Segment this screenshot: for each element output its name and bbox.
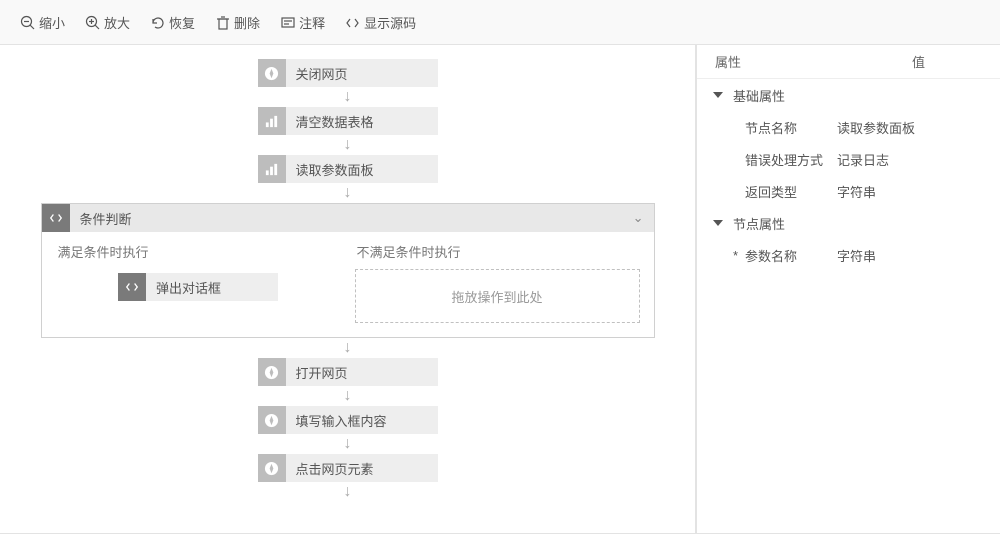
prop-key: 节点名称 [745,118,837,137]
condition-block[interactable]: 条件判断 ⌄ 满足条件时执行 弹出对话框 不满足条件 [41,203,655,338]
group-node[interactable]: 节点属性 [697,207,1000,239]
triangle-down-icon [713,220,723,226]
arrow-down-icon: ↓ [344,386,352,406]
condition-true-label: 满足条件时执行 [56,240,341,269]
condition-header[interactable]: 条件判断 ⌄ [42,204,654,232]
compass-icon [258,454,286,482]
triangle-down-icon [713,92,723,98]
restore-button[interactable]: 恢复 [150,13,195,32]
node-label: 打开网页 [286,363,362,382]
trash-icon [215,15,230,30]
node-read-params[interactable]: 读取参数面板 [258,155,438,183]
prop-key: 参数名称 [745,246,837,265]
properties-header: 属性 值 [697,45,1000,79]
delete-label: 删除 [234,13,260,32]
node-fill-input[interactable]: 填写输入框内容 [258,406,438,434]
prop-value: 字符串 [837,182,1000,201]
flow: 关闭网页 ↓ 清空数据表格 ↓ 读取参数面板 ↓ 条件判断 ⌄ [41,59,655,502]
zoom-in-icon [85,15,100,30]
main: 关闭网页 ↓ 清空数据表格 ↓ 读取参数面板 ↓ 条件判断 ⌄ [0,44,1000,534]
condition-false-column: 不满足条件时执行 拖放操作到此处 [355,240,640,323]
chevron-down-icon[interactable]: ⌄ [633,210,644,226]
condition-body: 满足条件时执行 弹出对话框 不满足条件时执行 拖放操作到此处 [42,232,654,337]
node-close-page[interactable]: 关闭网页 [258,59,438,87]
show-source-button[interactable]: 显示源码 [345,13,416,32]
condition-true-column: 满足条件时执行 弹出对话框 [56,240,341,323]
arrow-down-icon: ↓ [344,434,352,454]
undo-icon [150,15,165,30]
delete-button[interactable]: 删除 [215,13,260,32]
group-basic-label: 基础属性 [733,86,785,105]
zoom-out-button[interactable]: 缩小 [20,13,65,32]
code-icon [345,15,360,30]
zoom-in-button[interactable]: 放大 [85,13,130,32]
canvas[interactable]: 关闭网页 ↓ 清空数据表格 ↓ 读取参数面板 ↓ 条件判断 ⌄ [0,44,696,534]
comment-button[interactable]: 注释 [280,13,325,32]
dropzone[interactable]: 拖放操作到此处 [355,269,640,323]
compass-icon [258,358,286,386]
properties-panel: 属性 值 基础属性 节点名称 读取参数面板 错误处理方式 记录日志 返回类型 字… [696,44,1000,534]
prop-value: 字符串 [837,246,1000,265]
node-label: 填写输入框内容 [286,411,401,430]
node-open-page[interactable]: 打开网页 [258,358,438,386]
prop-value: 读取参数面板 [837,118,1000,137]
arrow-down-icon: ↓ [344,135,352,155]
node-click-element[interactable]: 点击网页元素 [258,454,438,482]
zoom-out-label: 缩小 [39,13,65,32]
chart-icon [258,107,286,135]
restore-label: 恢复 [169,13,195,32]
col-attr: 属性 [697,52,837,71]
group-basic[interactable]: 基础属性 [697,79,1000,111]
prop-key: 错误处理方式 [745,150,837,169]
node-label: 关闭网页 [286,64,362,83]
comment-label: 注释 [299,13,325,32]
dropzone-text: 拖放操作到此处 [451,287,542,306]
compass-icon [258,406,286,434]
node-label: 清空数据表格 [286,112,388,131]
arrow-down-icon: ↓ [344,482,352,502]
arrow-down-icon: ↓ [344,338,352,358]
compass-icon [258,59,286,87]
prop-node-name[interactable]: 节点名称 读取参数面板 [697,111,1000,143]
prop-param-name[interactable]: * 参数名称 字符串 [697,239,1000,271]
required-star-icon: * [733,248,738,263]
prop-return-type[interactable]: 返回类型 字符串 [697,175,1000,207]
prop-key: 返回类型 [745,182,837,201]
node-label: 弹出对话框 [146,278,235,297]
toolbar: 缩小 放大 恢复 删除 注释 显示源码 [0,0,1000,44]
arrow-down-icon: ↓ [344,183,352,203]
code-icon [42,204,70,232]
arrow-down-icon: ↓ [344,87,352,107]
col-value: 值 [837,52,1000,71]
code-icon [118,273,146,301]
group-node-label: 节点属性 [733,214,785,233]
node-clear-table[interactable]: 清空数据表格 [258,107,438,135]
zoom-out-icon [20,15,35,30]
prop-value: 记录日志 [837,150,1000,169]
condition-false-label: 不满足条件时执行 [355,240,640,269]
show-source-label: 显示源码 [364,13,416,32]
node-label: 读取参数面板 [286,160,388,179]
chart-icon [258,155,286,183]
condition-title: 条件判断 [70,209,132,228]
node-dialog[interactable]: 弹出对话框 [118,273,278,301]
node-label: 点击网页元素 [286,459,388,478]
comment-icon [280,15,295,30]
prop-error-handling[interactable]: 错误处理方式 记录日志 [697,143,1000,175]
zoom-in-label: 放大 [104,13,130,32]
